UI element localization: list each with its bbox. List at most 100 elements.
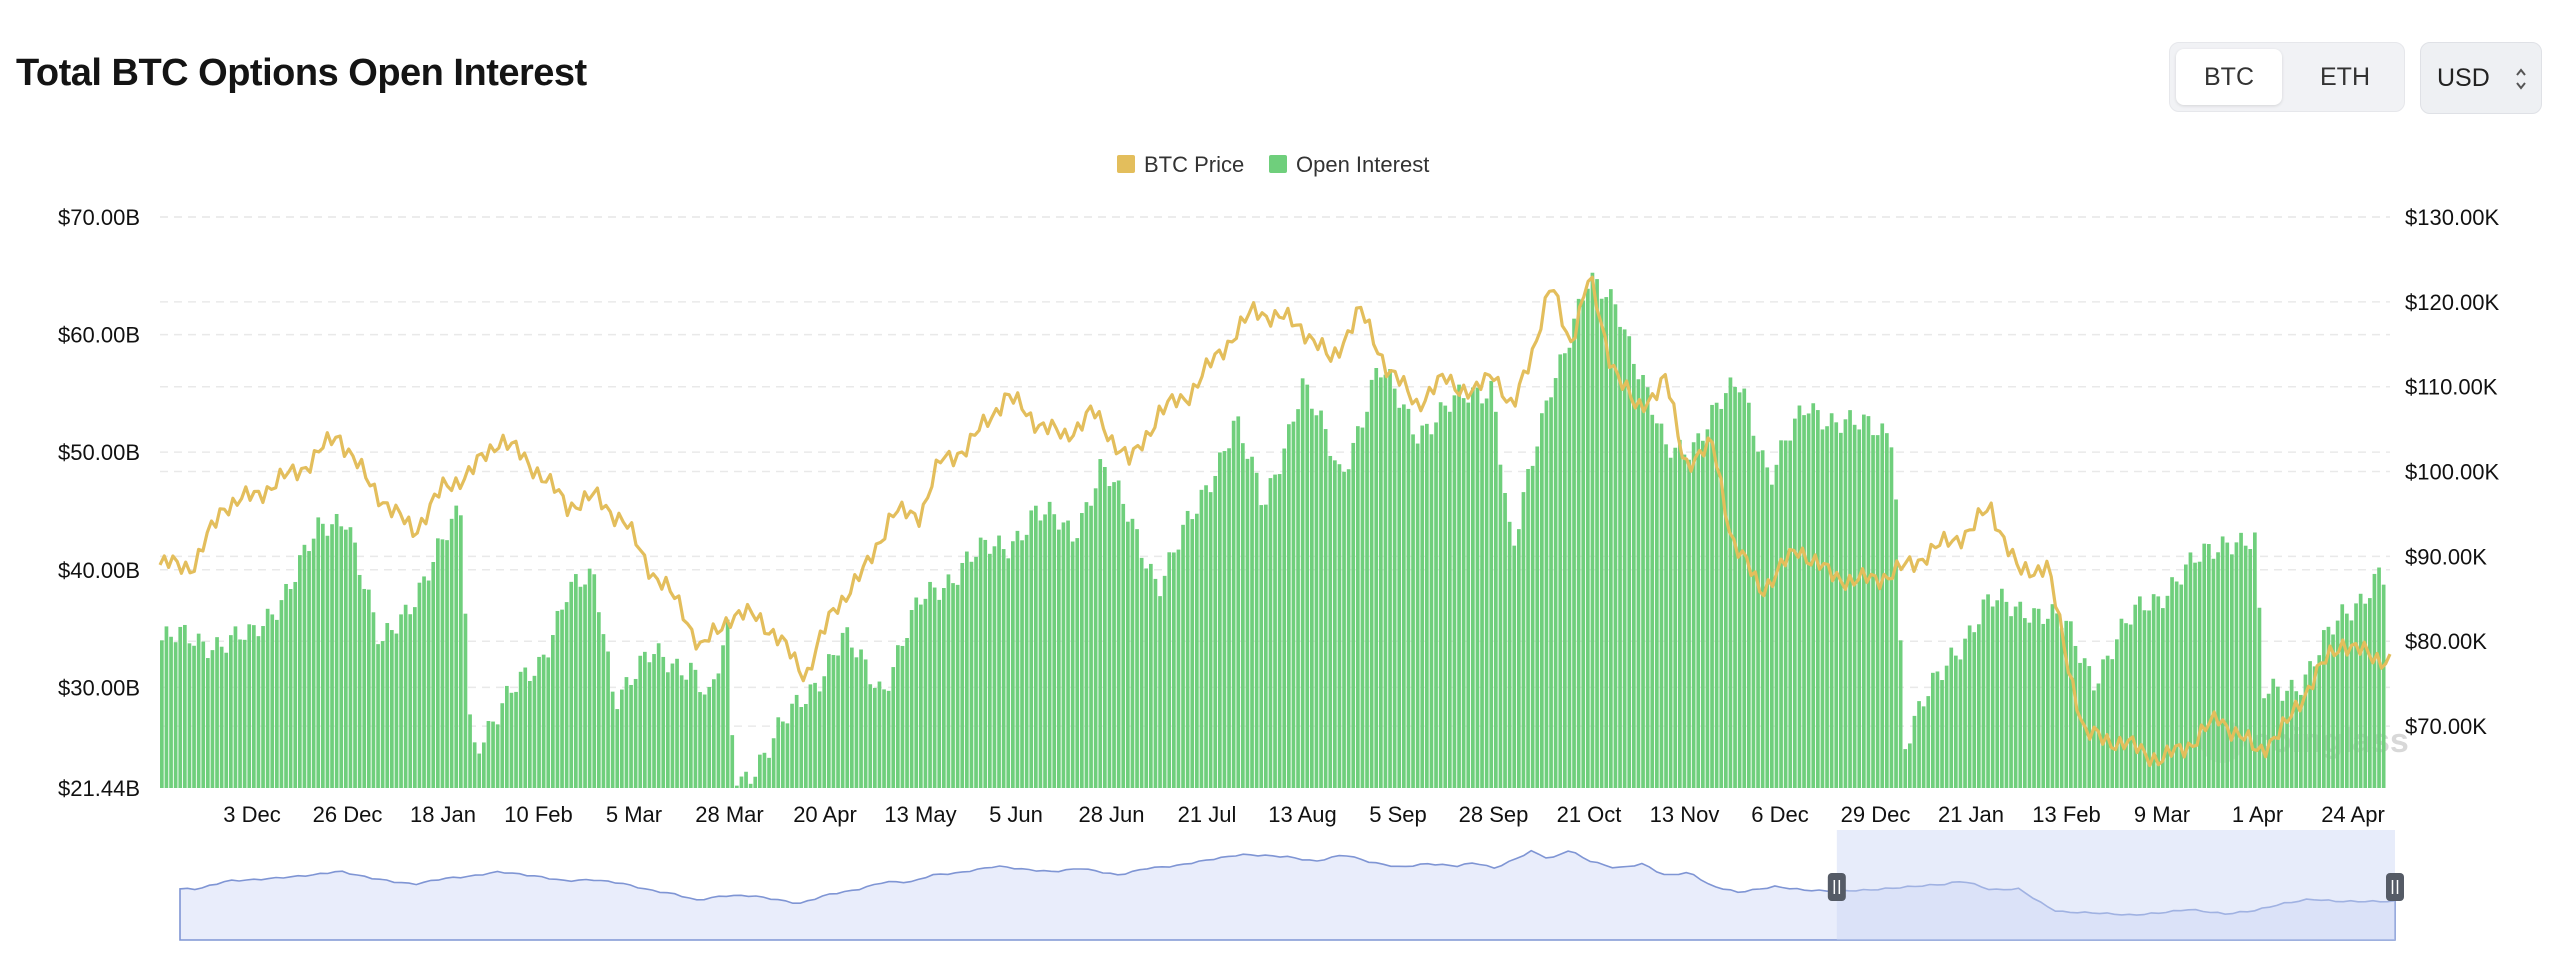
oi-bar[interactable] — [1885, 433, 1889, 788]
oi-bar[interactable] — [367, 589, 371, 788]
oi-bar[interactable] — [983, 539, 988, 788]
oi-bar[interactable] — [716, 673, 721, 788]
oi-bar[interactable] — [1241, 443, 1245, 788]
oi-bar[interactable] — [684, 679, 689, 788]
oi-bar[interactable] — [1070, 541, 1075, 788]
oi-bar[interactable] — [1443, 405, 1448, 788]
oi-bar[interactable] — [2197, 561, 2202, 788]
oi-bar[interactable] — [799, 707, 804, 788]
oi-bar[interactable] — [1333, 460, 1337, 788]
oi-bar[interactable] — [1645, 387, 1650, 788]
oi-bar[interactable] — [905, 638, 909, 788]
oi-bar[interactable] — [178, 626, 183, 788]
oi-bar[interactable] — [1066, 520, 1070, 788]
oi-bar[interactable] — [900, 645, 905, 788]
oi-bar[interactable] — [1517, 529, 1521, 788]
oi-bar[interactable] — [1195, 513, 1199, 788]
oi-bar[interactable] — [541, 654, 546, 788]
oi-bar[interactable] — [1172, 552, 1176, 788]
oi-bar[interactable] — [2308, 661, 2312, 788]
oi-bar[interactable] — [1793, 418, 1797, 788]
oi-bar[interactable] — [472, 742, 477, 788]
oi-bar[interactable] — [1121, 503, 1126, 788]
oi-bar[interactable] — [1664, 444, 1668, 788]
oi-bar[interactable] — [1613, 304, 1618, 788]
oi-bar[interactable] — [1774, 464, 1779, 788]
oi-bar[interactable] — [1250, 456, 1254, 788]
oi-bar[interactable] — [408, 614, 413, 788]
oi-bar[interactable] — [2027, 622, 2032, 788]
oi-bar[interactable] — [1181, 524, 1185, 788]
oi-bar[interactable] — [2377, 567, 2381, 788]
oi-bar[interactable] — [2340, 604, 2345, 788]
oi-bar[interactable] — [325, 535, 330, 788]
oi-bar[interactable] — [1015, 530, 1020, 788]
oi-bar[interactable] — [946, 574, 951, 788]
oi-bar[interactable] — [1958, 659, 1963, 788]
oi-bar[interactable] — [813, 682, 817, 788]
oi-bar[interactable] — [1963, 638, 1967, 788]
oi-bar[interactable] — [1277, 474, 1282, 788]
oi-bar[interactable] — [620, 689, 624, 788]
oi-bar[interactable] — [707, 687, 712, 788]
oi-bar[interactable] — [1724, 393, 1728, 788]
oi-bar[interactable] — [2174, 581, 2179, 789]
oi-bar[interactable] — [785, 723, 790, 788]
oi-bar[interactable] — [1484, 398, 1489, 789]
oi-bar[interactable] — [293, 581, 298, 788]
oi-bar[interactable] — [463, 613, 468, 788]
oi-bar[interactable] — [1300, 378, 1305, 788]
oi-bar[interactable] — [822, 676, 827, 788]
oi-bar[interactable] — [500, 703, 505, 788]
oi-bar[interactable] — [206, 658, 210, 788]
oi-bar[interactable] — [1678, 439, 1682, 788]
oi-bar[interactable] — [1319, 410, 1323, 788]
oi-bar[interactable] — [845, 627, 850, 788]
oi-bar[interactable] — [1866, 416, 1871, 788]
oi-bar[interactable] — [1599, 298, 1604, 788]
oi-bar[interactable] — [2050, 604, 2055, 788]
oi-bar[interactable] — [1369, 379, 1374, 788]
oi-bar[interactable] — [413, 607, 417, 788]
oi-bar[interactable] — [330, 524, 334, 788]
oi-bar[interactable] — [242, 639, 247, 788]
oi-bar[interactable] — [1360, 427, 1365, 788]
oi-bar[interactable] — [422, 576, 426, 788]
oi-bar[interactable] — [169, 636, 173, 788]
oi-bar[interactable] — [2156, 596, 2161, 788]
oi-bar[interactable] — [1862, 414, 1866, 788]
oi-bar[interactable] — [937, 599, 942, 788]
oi-bar[interactable] — [1043, 514, 1047, 788]
oi-bar[interactable] — [2046, 618, 2050, 788]
oi-bar[interactable] — [2018, 601, 2023, 788]
oi-bar[interactable] — [1880, 423, 1885, 788]
oi-bar[interactable] — [1471, 387, 1475, 788]
oi-bar[interactable] — [449, 518, 454, 788]
oi-bar[interactable] — [164, 626, 169, 788]
oi-bar[interactable] — [385, 623, 390, 788]
oi-bar[interactable] — [578, 586, 583, 788]
oi-bar[interactable] — [468, 714, 472, 788]
oi-bar[interactable] — [1199, 489, 1204, 788]
oi-bar[interactable] — [1388, 369, 1392, 788]
oi-bar[interactable] — [1287, 424, 1291, 788]
oi-bar[interactable] — [1328, 455, 1333, 788]
oi-bar[interactable] — [1167, 552, 1172, 788]
oi-bar[interactable] — [928, 581, 932, 788]
oi-bar[interactable] — [1940, 680, 1944, 788]
oi-bar[interactable] — [1420, 425, 1425, 788]
oi-bar[interactable] — [417, 582, 422, 788]
oi-bar[interactable] — [1622, 329, 1627, 788]
oi-bar[interactable] — [1609, 289, 1613, 788]
oi-bar[interactable] — [1337, 464, 1342, 788]
btc-price-path[interactable] — [158, 275, 2392, 768]
oi-bar[interactable] — [836, 655, 840, 789]
oi-bar[interactable] — [1544, 400, 1549, 788]
oi-bar[interactable] — [2059, 628, 2064, 788]
oi-bar[interactable] — [1903, 749, 1908, 788]
oi-bar[interactable] — [2128, 624, 2133, 788]
oi-bar[interactable] — [762, 752, 767, 788]
oi-bar[interactable] — [2147, 610, 2151, 788]
navigator-selection[interactable] — [1836, 830, 2395, 940]
oi-bar[interactable] — [679, 675, 684, 788]
